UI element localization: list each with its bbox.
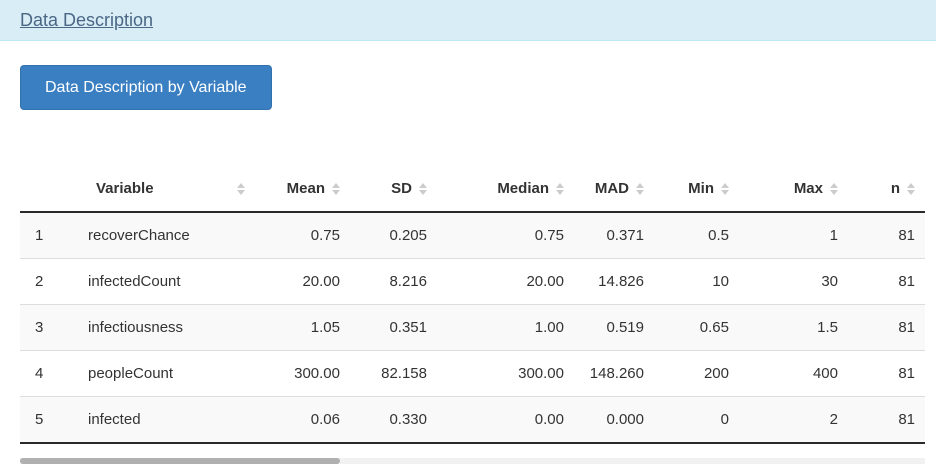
cell-row-index: 5 <box>20 396 78 445</box>
table-row: 2 infectedCount 20.00 8.216 20.00 14.826 10 30 8… <box>20 258 925 305</box>
cell-mad: 0.000 <box>574 396 654 445</box>
cell-n: 81 <box>898 227 915 245</box>
cell-median: 0.75 <box>534 227 564 245</box>
cell-median: 300.00 <box>437 350 574 397</box>
cell-variable: infectedCount <box>78 258 255 305</box>
column-label: n <box>890 180 900 198</box>
table-body: 1 recoverChance 0.75 0.205 0.75 0.371 0.5 1 81 2 i… <box>20 212 925 445</box>
cell-max: 2 <box>739 396 848 445</box>
cell-variable: peopleCount <box>78 350 255 397</box>
cell-mad: 0.371 <box>606 227 644 245</box>
table-row: 3 infectiousness 1.05 0.351 1.00 0.519 0.65 1.5… <box>20 304 925 351</box>
cell-min: 0.65 <box>654 304 739 351</box>
cell-min: 0 <box>654 396 739 445</box>
column-header-mean[interactable]: Mean <box>255 166 350 214</box>
column-label: Max <box>793 180 823 198</box>
cell-n: 81 <box>848 304 925 351</box>
cell-median: 1.00 <box>437 304 574 351</box>
column-label: Mean <box>286 180 325 198</box>
cell-variable: recoverChance <box>88 227 190 245</box>
cell-min: 0.5 <box>708 227 729 245</box>
table-row: 1 recoverChance 0.75 0.205 0.75 0.371 0.5 1 81 <box>20 212 925 259</box>
horizontal-scrollbar[interactable] <box>20 458 925 464</box>
sort-icon <box>636 182 644 195</box>
page-header: Data Description <box>0 0 936 41</box>
cell-row-index: 2 <box>20 258 78 305</box>
sort-icon <box>830 182 838 195</box>
data-description-by-variable-button[interactable]: Data Description by Variable <box>20 65 272 111</box>
cell-sd: 82.158 <box>350 350 437 397</box>
column-label: Median <box>497 180 549 198</box>
sort-icon <box>907 182 915 195</box>
sort-icon <box>237 182 245 195</box>
column-header-n[interactable]: n <box>848 166 925 214</box>
column-header-min[interactable]: Min <box>654 166 739 214</box>
cell-sd: 0.330 <box>350 396 437 445</box>
cell-median: 20.00 <box>437 258 574 305</box>
cell-mean: 1.05 <box>255 304 350 351</box>
cell-row-index: 1 <box>35 227 44 245</box>
column-header-median[interactable]: Median <box>437 166 574 214</box>
cell-row-index: 3 <box>20 304 78 351</box>
cell-variable: infectiousness <box>78 304 255 351</box>
cell-n: 81 <box>848 258 925 305</box>
sort-icon <box>556 182 564 195</box>
table-header-row: Variable Mean SD Median MAD Min Max n <box>20 166 925 214</box>
cell-max: 400 <box>739 350 848 397</box>
data-description-table: Variable Mean SD Median MAD Min Max n 1 recoverC… <box>20 166 925 445</box>
column-label: Min <box>688 180 714 198</box>
cell-max: 30 <box>739 258 848 305</box>
cell-max: 1 <box>829 227 838 245</box>
cell-min: 200 <box>654 350 739 397</box>
column-header-index <box>20 166 78 214</box>
cell-sd: 8.216 <box>350 258 437 305</box>
cell-n: 81 <box>848 396 925 445</box>
column-header-max[interactable]: Max <box>739 166 848 214</box>
cell-row-index: 4 <box>20 350 78 397</box>
content: Data Description by Variable Variable Mea… <box>0 41 936 464</box>
cell-mad: 0.519 <box>574 304 654 351</box>
cell-mean: 300.00 <box>255 350 350 397</box>
column-header-variable[interactable]: Variable <box>78 166 255 214</box>
cell-mean: 20.00 <box>255 258 350 305</box>
cell-variable: infected <box>78 396 255 445</box>
column-header-sd[interactable]: SD <box>350 166 437 214</box>
column-label: Variable <box>96 180 154 198</box>
column-label: SD <box>391 180 412 198</box>
cell-mad: 148.260 <box>574 350 654 397</box>
column-header-mad[interactable]: MAD <box>574 166 654 214</box>
table-row: 5 infected 0.06 0.330 0.00 0.000 0 2 81 <box>20 396 925 445</box>
cell-median: 0.00 <box>437 396 574 445</box>
cell-mean: 0.06 <box>255 396 350 445</box>
cell-sd: 0.205 <box>389 227 427 245</box>
sort-icon <box>721 182 729 195</box>
table-header: Variable Mean SD Median MAD Min Max n <box>20 166 925 214</box>
sort-icon <box>332 182 340 195</box>
cell-mad: 14.826 <box>574 258 654 305</box>
cell-mean: 0.75 <box>310 227 340 245</box>
table-row: 4 peopleCount 300.00 82.158 300.00 148.260 200… <box>20 350 925 397</box>
column-label: MAD <box>594 180 629 198</box>
sort-icon <box>419 182 427 195</box>
page-title-link[interactable]: Data Description <box>20 9 154 30</box>
cell-n: 81 <box>848 350 925 397</box>
cell-min: 10 <box>654 258 739 305</box>
cell-sd: 0.351 <box>350 304 437 351</box>
cell-max: 1.5 <box>739 304 848 351</box>
scrollbar-thumb[interactable] <box>20 458 340 464</box>
